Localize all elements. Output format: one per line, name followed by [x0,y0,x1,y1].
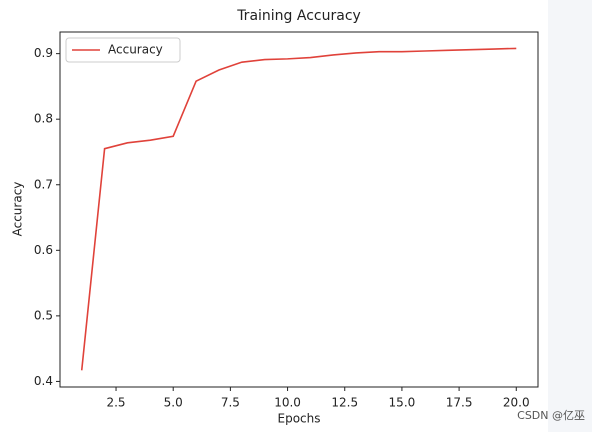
x-tick-label: 17.5 [446,396,473,410]
y-tick-label: 0.7 [34,177,53,191]
x-tick-label: 5.0 [164,396,183,410]
legend-label: Accuracy [108,43,163,57]
x-tick-label: 20.0 [503,396,530,410]
x-tick-label: 10.0 [274,396,301,410]
y-tick-label: 0.9 [34,46,53,60]
y-axis-label: Accuracy [11,182,25,237]
x-axis-label: Epochs [278,412,321,426]
x-tick-label: 15.0 [389,396,416,410]
chart-title: Training Accuracy [236,8,361,24]
x-tick-label: 7.5 [221,396,240,410]
side-strip [548,0,592,432]
y-tick-label: 0.8 [34,112,53,126]
watermark: CSDN @亿巫 [517,409,585,422]
legend-box [65,37,181,63]
data-line [80,47,517,371]
plot-frame [59,31,539,388]
y-tick-label: 0.5 [34,308,53,322]
x-tick-label: 2.5 [106,396,125,410]
y-tick-label: 0.6 [34,243,53,257]
y-tick-label: 0.4 [34,374,53,388]
x-tick-label: 12.5 [331,396,358,410]
